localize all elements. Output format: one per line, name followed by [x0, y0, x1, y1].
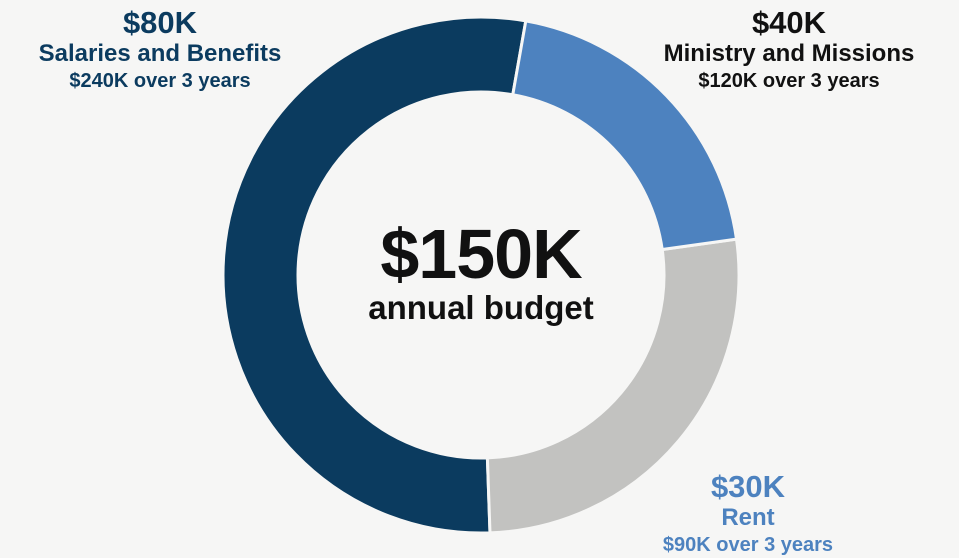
slice-name-label: Ministry and Missions — [663, 40, 915, 67]
slice-name-label: Salaries and Benefits — [38, 40, 282, 67]
donut-slice-ministry-and-missions — [485, 237, 741, 535]
slice-amount-label: $40K — [751, 5, 827, 40]
center-total-value: $150K — [380, 215, 582, 293]
slice-amount-label: $30K — [710, 469, 786, 504]
slice-amount-label: $80K — [122, 5, 198, 40]
slice-name-label: Rent — [721, 504, 775, 531]
donut-slice-salaries-and-benefits — [221, 15, 528, 535]
slice-total-label: $90K over 3 years — [662, 534, 834, 556]
slice-total-label: $240K over 3 years — [69, 70, 251, 92]
slice-label-salaries: $80K Salaries and Benefits $240K over 3 … — [10, 6, 310, 94]
slice-label-ministry: $40K Ministry and Missions $120K over 3 … — [634, 6, 944, 94]
slice-label-rent: $30K Rent $90K over 3 years — [638, 470, 858, 558]
center-caption: annual budget — [368, 289, 594, 326]
slice-total-label: $120K over 3 years — [698, 70, 880, 92]
donut-slice-rent — [511, 19, 739, 252]
